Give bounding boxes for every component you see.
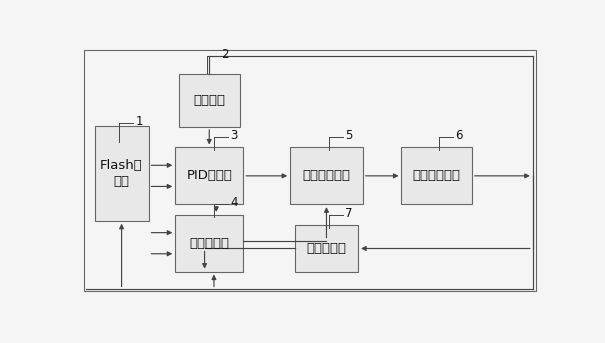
Bar bbox=[290, 147, 363, 204]
Text: PID控制器: PID控制器 bbox=[186, 169, 232, 182]
Text: 燃料供给系统: 燃料供给系统 bbox=[302, 169, 350, 182]
Text: 第一存储器: 第一存储器 bbox=[307, 242, 347, 255]
Text: 传感器组: 传感器组 bbox=[193, 94, 225, 107]
Text: 1: 1 bbox=[135, 115, 143, 128]
Text: 学习控制器: 学习控制器 bbox=[189, 237, 229, 250]
Bar bbox=[178, 74, 240, 127]
Bar bbox=[94, 126, 149, 221]
Bar bbox=[175, 215, 243, 272]
Text: Flash存
储器: Flash存 储器 bbox=[100, 159, 143, 188]
Bar bbox=[402, 147, 472, 204]
Bar bbox=[295, 225, 358, 272]
Text: 2: 2 bbox=[221, 48, 229, 61]
Text: 7: 7 bbox=[345, 207, 353, 220]
Bar bbox=[175, 147, 243, 204]
Text: 3: 3 bbox=[231, 129, 238, 142]
Text: 6: 6 bbox=[456, 129, 463, 142]
Text: 空燃比传感器: 空燃比传感器 bbox=[413, 169, 460, 182]
Text: 5: 5 bbox=[345, 129, 353, 142]
Text: 4: 4 bbox=[231, 197, 238, 210]
